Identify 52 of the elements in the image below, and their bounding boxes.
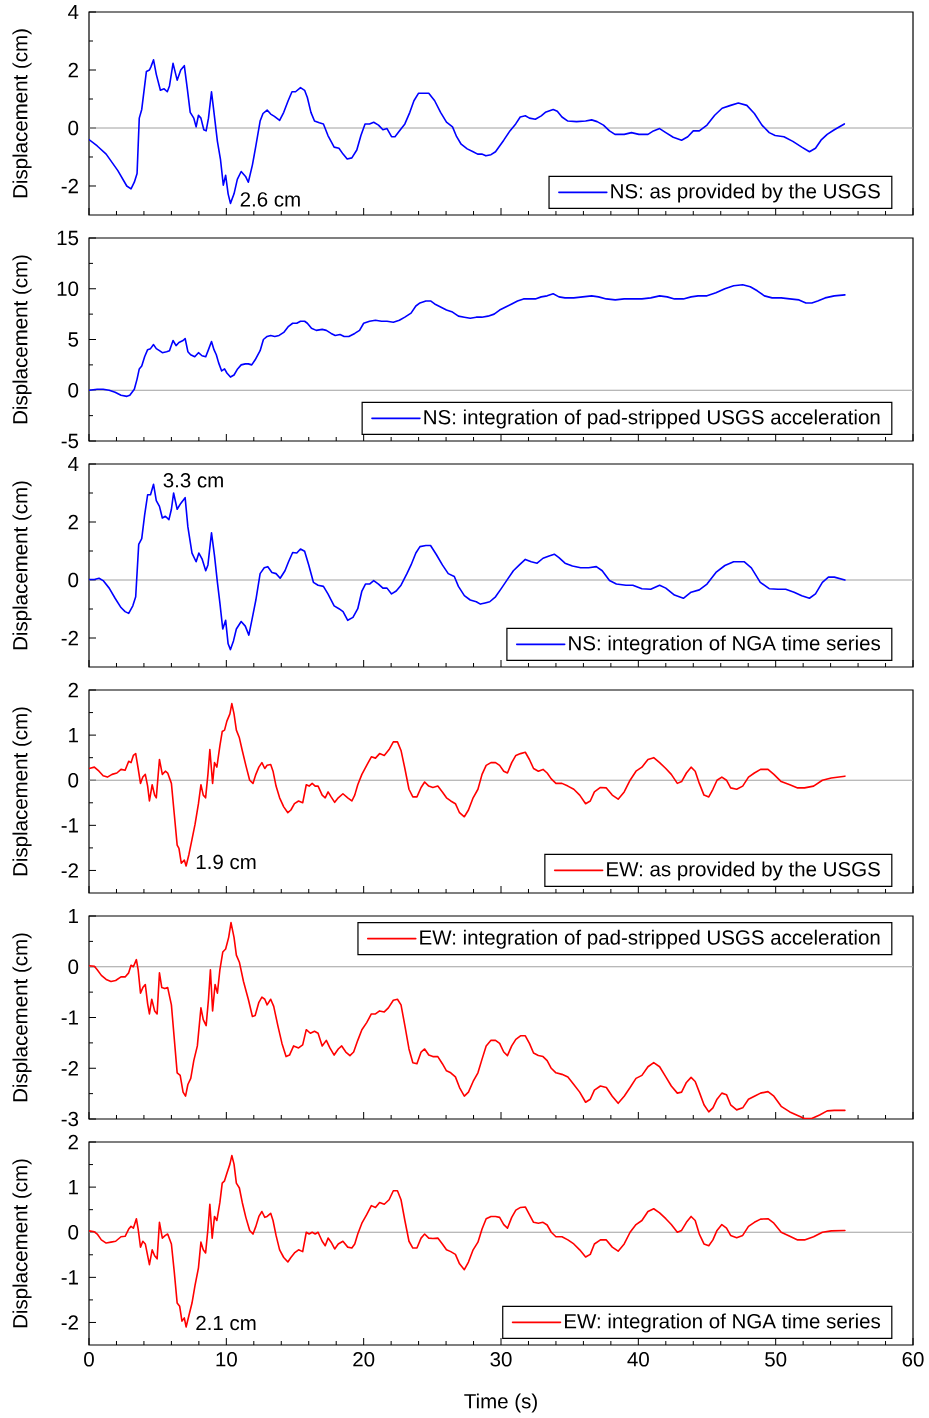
x-tick-label: 60 [902, 1352, 924, 1367]
y-tick-label: 10 [57, 281, 79, 297]
legend-label: NS: integration of NGA time series [569, 635, 881, 655]
x-tick-label: 10 [216, 1352, 237, 1367]
annotation: 2.1 cm [196, 1315, 256, 1331]
x-tick-label: 40 [627, 1352, 649, 1367]
y-axis-title: Displacement (cm) [12, 1159, 32, 1328]
y-tick-label: -1 [61, 1270, 78, 1285]
y-axis-title: Displacement (cm) [12, 255, 32, 424]
y-tick-label: 1 [69, 1180, 78, 1195]
x-tick-label: 20 [353, 1352, 375, 1367]
annotation: 3.3 cm [163, 473, 223, 488]
x-tick-label: 50 [765, 1352, 787, 1367]
y-tick-label: 5 [68, 332, 79, 347]
y-tick-label: -2 [61, 630, 78, 646]
y-tick-label: 0 [68, 1224, 79, 1240]
y-tick-label: 0 [68, 383, 79, 398]
annotation: 1.9 cm [196, 854, 256, 870]
y-tick-label: -1 [61, 1010, 78, 1025]
x-axis-title: Time (s) [464, 1393, 537, 1413]
y-tick-label: 4 [68, 4, 79, 20]
y-tick-label: -1 [61, 818, 78, 833]
y-tick-label: -2 [61, 863, 78, 878]
legend-label: NS: integration of pad-stripped USGS acceleration [424, 409, 880, 429]
y-axis-title: Displacement (cm) [12, 29, 32, 198]
legend-label: NS: as provided by the USGS [611, 183, 880, 203]
y-tick-label: -2 [61, 178, 78, 194]
y-tick-label: 4 [68, 456, 79, 472]
y-tick-label: 0 [68, 120, 79, 136]
legend-label: EW: integration of pad-stripped USGS acceleration [420, 929, 880, 949]
y-tick-label: 2 [68, 682, 78, 698]
y-tick-label: -5 [61, 433, 79, 449]
x-tick-label: 0 [84, 1352, 94, 1367]
y-tick-label: 1 [69, 728, 78, 743]
y-tick-label: 15 [57, 230, 79, 246]
y-axis-title: Displacement (cm) [12, 933, 32, 1102]
legend-label: EW: integration of NGA time series [565, 1313, 881, 1333]
y-tick-label: 2 [68, 1134, 78, 1150]
x-tick-label: 30 [490, 1352, 512, 1367]
y-tick-label: 1 [69, 908, 78, 924]
y-axis-title: Displacement (cm) [12, 707, 32, 876]
annotation: 2.6 cm [240, 192, 300, 207]
y-tick-label: 2 [68, 514, 78, 530]
y-axis-title: Displacement (cm) [12, 481, 32, 650]
y-tick-label: -2 [61, 1315, 78, 1330]
y-tick-label: -2 [61, 1061, 78, 1076]
y-tick-label: 0 [68, 959, 79, 975]
y-tick-label: 0 [68, 572, 79, 588]
legend-label: EW: as provided by the USGS [607, 861, 880, 881]
y-tick-label: -3 [61, 1111, 79, 1127]
y-tick-label: 0 [68, 772, 79, 788]
y-tick-label: 2 [68, 62, 78, 78]
